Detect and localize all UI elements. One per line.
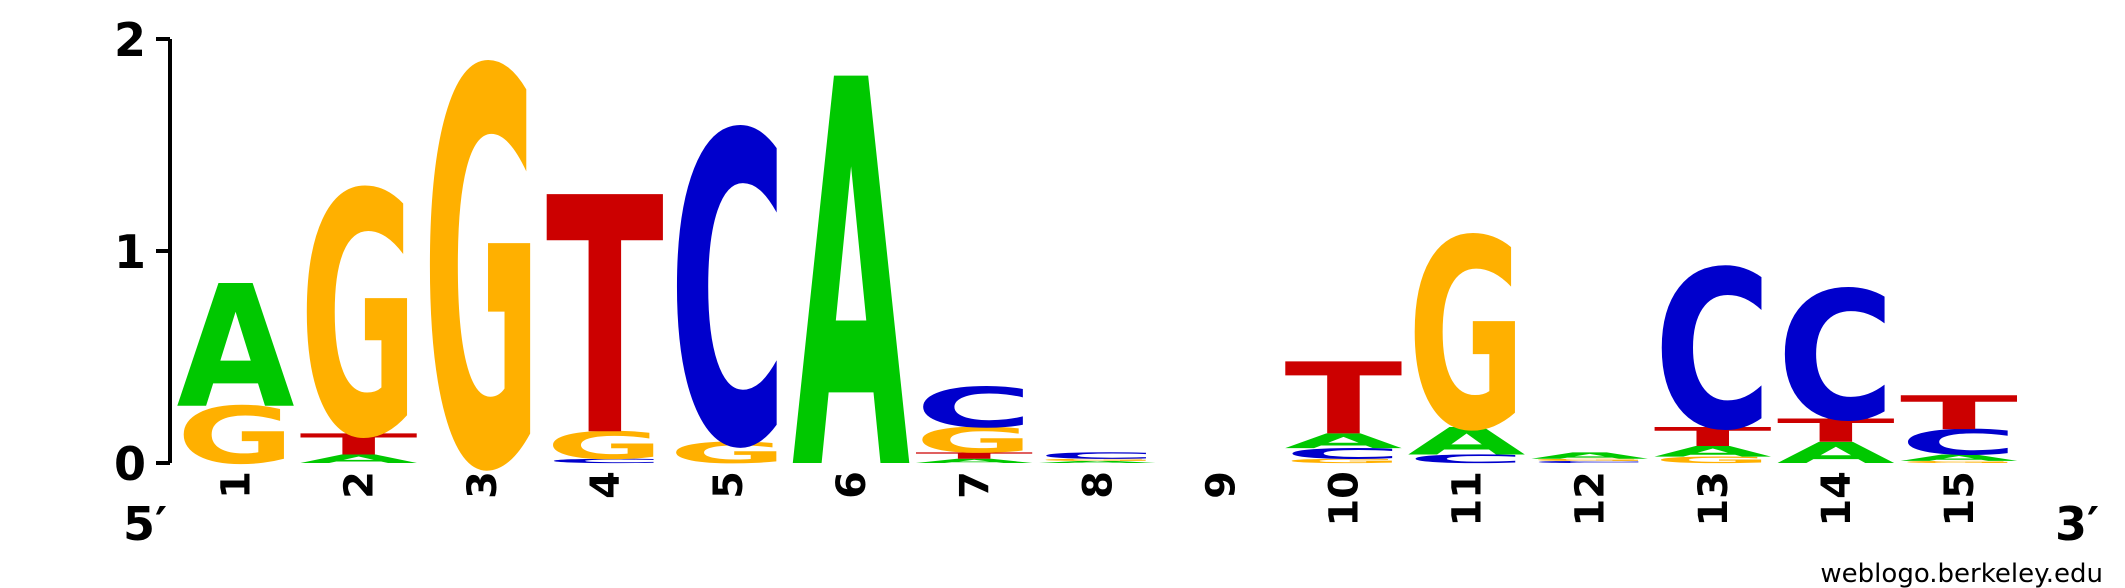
x-tick-label: 3 — [460, 471, 506, 499]
logo-letter-C: C — [1900, 422, 2018, 462]
logo-letter-G: G — [423, 0, 541, 588]
logo-letter-A: A — [300, 452, 418, 465]
logo-letter-A: A — [1900, 453, 2019, 463]
x-tick-label: 1 — [214, 471, 260, 499]
logo-letter-A: A — [1038, 460, 1156, 463]
logo-letter-A: A — [1654, 443, 1772, 460]
logo-letter-G: G — [177, 391, 295, 482]
x-tick-label: 10 — [1321, 471, 1367, 527]
logo-letter-G: G — [1038, 458, 1156, 461]
logo-letter-C: C — [1531, 460, 1649, 463]
logo-letter-G: G — [300, 123, 418, 513]
x-tick-label: 2 — [337, 471, 383, 499]
logo-letter-C: C — [915, 376, 1033, 440]
logo-letter-C: C — [546, 458, 664, 465]
logo-letter-T: T — [915, 451, 1033, 461]
logo-letter-T: T — [1654, 422, 1772, 452]
x-tick-label: 8 — [1075, 471, 1121, 499]
logo-letter-G: G — [1408, 184, 1526, 489]
logo-letter-G: G — [546, 424, 664, 468]
x-tick-label: 5 — [706, 471, 752, 499]
logo-letter-A: A — [915, 458, 1033, 465]
five-prime-label: 5′ — [123, 497, 167, 551]
stack-position-4: CGT — [546, 130, 665, 508]
logo-letter-A: A — [1531, 451, 1650, 461]
logo-letter-G: G — [915, 420, 1033, 461]
logo-letter-G: G — [1900, 460, 2018, 463]
stack-position-11: CAG — [1408, 184, 1526, 489]
logo-letter-T: T — [1900, 386, 2018, 440]
stack-position-8: AGC — [1038, 451, 1156, 464]
logo-letter-C: C — [669, 47, 787, 543]
x-tick-label: 6 — [829, 471, 875, 499]
x-tick-label: 13 — [1691, 471, 1737, 527]
stack-position-1: GA — [177, 250, 295, 482]
logo-letter-G: G — [1284, 458, 1402, 465]
logo-letter-A: A — [792, 0, 911, 588]
y-axis: 0 1 2 — [114, 13, 172, 491]
logo-letter-C: C — [1038, 451, 1156, 461]
stack-position-6: A — [792, 0, 911, 588]
stack-position-12: CGA — [1531, 451, 1650, 464]
logo-letter-C: C — [1654, 226, 1772, 480]
x-tick-label: 12 — [1568, 471, 1614, 527]
x-tick-label: 15 — [1937, 471, 1983, 527]
stack-position-3: G — [423, 0, 541, 588]
stack-position-14: ATC — [1777, 254, 1895, 470]
x-tick-label: 7 — [952, 471, 998, 499]
x-tick-label: 11 — [1445, 471, 1491, 527]
stack-position-2: ATG — [300, 123, 418, 513]
logo-letter-A: A — [1408, 420, 1526, 464]
logo-letter-T: T — [300, 428, 418, 462]
logo-letter-A: A — [1777, 436, 1895, 470]
logo-letter-G: G — [1654, 455, 1772, 465]
y-tick-label: 1 — [114, 225, 146, 279]
logo-letter-G: G — [669, 436, 787, 470]
x-tick-labels: 1 2 3 4 5 6 7 8 9 10 11 12 13 14 15 — [214, 471, 1983, 527]
logo-letter-G: G — [1531, 458, 1649, 461]
logo-letter-T: T — [546, 130, 665, 508]
x-tick-label: 14 — [1814, 471, 1860, 527]
logo-letter-T: T — [1777, 413, 1895, 450]
logo-letter-C: C — [1408, 452, 1526, 466]
logo-letter-A: A — [177, 250, 295, 446]
y-tick-label: 0 — [114, 437, 146, 491]
logo-letter-C: C — [1284, 445, 1402, 462]
credit-text: weblogo.berkeley.edu — [1820, 559, 2103, 588]
logo-letter-C: C — [1777, 254, 1895, 460]
logo-letter-A: A — [1284, 429, 1402, 453]
x-tick-label: 4 — [583, 471, 629, 499]
y-tick-label: 2 — [114, 13, 146, 67]
logo-letter-T: T — [1284, 342, 1402, 457]
stack-position-5: GC — [669, 47, 787, 543]
x-tick-label: 9 — [1198, 471, 1244, 499]
three-prime-label: 3′ — [2055, 497, 2099, 551]
